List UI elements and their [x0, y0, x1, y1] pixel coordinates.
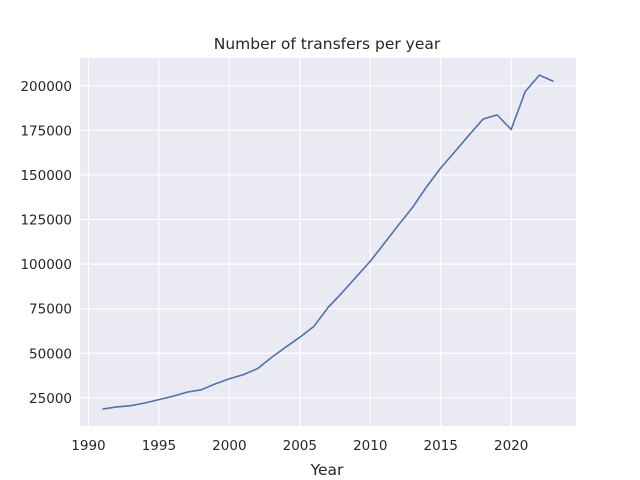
x-axis-title: Year [310, 461, 344, 479]
series-line [102, 74, 554, 410]
y-tick-label: 200000 [20, 79, 72, 95]
y-gridlines [80, 85, 576, 399]
y-tick-label: 125000 [20, 213, 72, 229]
chart-title: Number of transfers per year [214, 35, 441, 53]
x-gridlines [87, 58, 512, 426]
x-tick-label: 1990 [71, 438, 105, 454]
y-tick-label: 50000 [29, 346, 72, 362]
y-tick-label: 25000 [29, 391, 72, 407]
x-tick-label: 2020 [494, 438, 528, 454]
y-tick-label: 100000 [20, 257, 72, 273]
x-tick-label: 1995 [142, 438, 176, 454]
x-tick-labels: 1990 1995 2000 2005 2010 2015 2020 [71, 438, 528, 454]
x-tick-label: 2000 [212, 438, 246, 454]
y-tick-label: 75000 [29, 302, 72, 318]
plot-background [80, 58, 576, 426]
y-tick-labels: 25000 50000 75000 100000 125000 150000 175000 2… [20, 79, 72, 407]
y-tick-label: 150000 [20, 168, 72, 184]
x-tick-label: 2005 [283, 438, 317, 454]
x-tick-label: 2015 [424, 438, 458, 454]
x-tick-label: 2010 [353, 438, 387, 454]
y-tick-label: 175000 [20, 123, 72, 139]
